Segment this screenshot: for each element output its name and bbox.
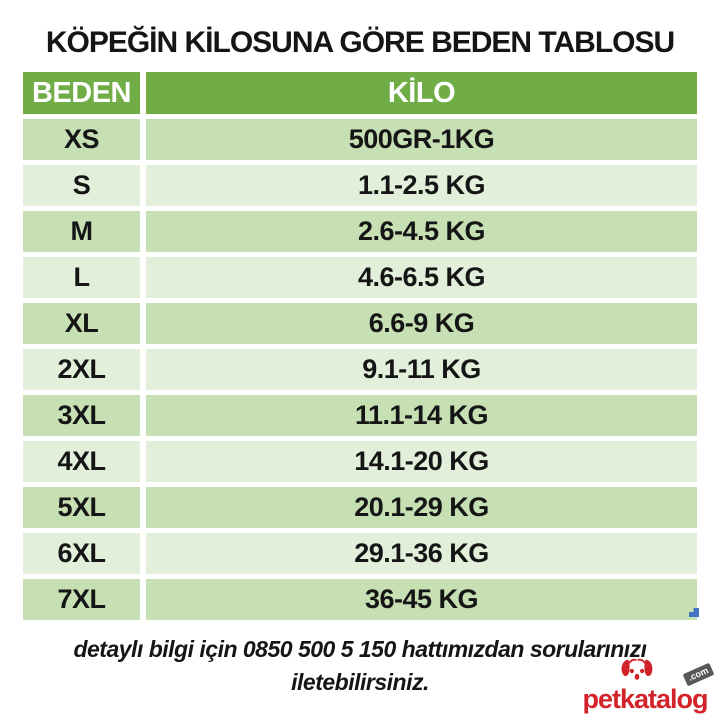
weight-cell: 6.6-9 KG (146, 303, 697, 344)
column-header-beden: BEDEN (23, 72, 140, 114)
footer-note: detaylı bilgi için 0850 500 5 150 hattım… (0, 633, 720, 699)
table-row: 2XL 9.1-11 KG (23, 349, 697, 390)
size-cell: 5XL (23, 487, 140, 528)
table-row: 6XL 29.1-36 KG (23, 533, 697, 574)
weight-cell: 14.1-20 KG (146, 441, 697, 482)
table-row: S 1.1-2.5 KG (23, 165, 697, 206)
table-body: XS 500GR-1KG S 1.1-2.5 KG M 2.6-4.5 KG L 4.6-6.… (23, 119, 697, 620)
footer-note-line1: detaylı bilgi için 0850 500 5 150 hattım… (73, 636, 647, 662)
weight-cell: 11.1-14 KG (146, 395, 697, 436)
table-row: 5XL 20.1-29 KG (23, 487, 697, 528)
weight-cell: 1.1-2.5 KG (146, 165, 697, 206)
footer-note-line2: iletebilirsiniz. (291, 669, 429, 695)
table-row: 4XL 14.1-20 KG (23, 441, 697, 482)
size-cell: 2XL (23, 349, 140, 390)
size-cell: 4XL (23, 441, 140, 482)
table-row: XS 500GR-1KG (23, 119, 697, 160)
size-cell: 6XL (23, 533, 140, 574)
weight-cell: 500GR-1KG (146, 119, 697, 160)
weight-cell: 36-45 KG (146, 579, 697, 620)
table-header-row: BEDEN KİLO (23, 72, 697, 114)
size-table: BEDEN KİLO XS 500GR-1KG S 1.1-2.5 KG M 2.6-4.… (23, 72, 699, 620)
com-badge: .com (682, 662, 715, 687)
table-row: M 2.6-4.5 KG (23, 211, 697, 252)
weight-cell: 9.1-11 KG (146, 349, 697, 390)
selection-corner-marker (689, 608, 699, 617)
column-header-kilo: KİLO (146, 72, 697, 114)
table-row: XL 6.6-9 KG (23, 303, 697, 344)
weight-cell: 2.6-4.5 KG (146, 211, 697, 252)
dog-face-icon (621, 658, 653, 680)
page-title: KÖPEĞİN KİLOSUNA GÖRE BEDEN TABLOSU (45, 26, 675, 59)
weight-cell: 29.1-36 KG (146, 533, 697, 574)
weight-cell: 4.6-6.5 KG (146, 257, 697, 298)
size-cell: M (23, 211, 140, 252)
size-cell: S (23, 165, 140, 206)
size-cell: L (23, 257, 140, 298)
table-row: 3XL 11.1-14 KG (23, 395, 697, 436)
table-row: L 4.6-6.5 KG (23, 257, 697, 298)
size-cell: XS (23, 119, 140, 160)
table-row: 7XL 36-45 KG (23, 579, 697, 620)
size-cell: XL (23, 303, 140, 344)
size-cell: 3XL (23, 395, 140, 436)
size-cell: 7XL (23, 579, 140, 620)
petkatalog-logo: .com petkatalog (575, 656, 715, 714)
weight-cell: 20.1-29 KG (146, 487, 697, 528)
brand-name: petkatalog (582, 684, 708, 714)
